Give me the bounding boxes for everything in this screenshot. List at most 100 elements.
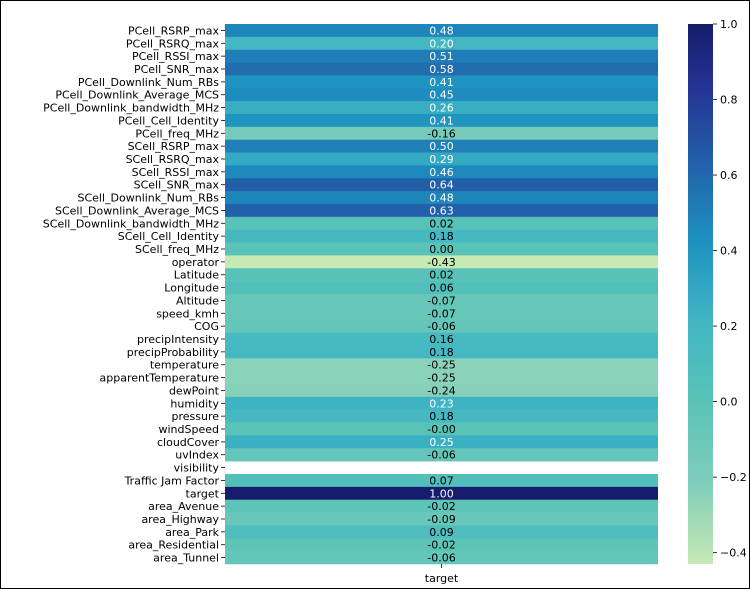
y-tick-label-pcell-downlink-average-mcs: PCell_Downlink_Average_MCS — [55, 89, 219, 102]
heatmap-cell-latitude — [225, 268, 658, 282]
heatmap-cell-cog — [225, 319, 658, 333]
y-tick-label-scell-downlink-num-rbs: SCell_Downlink_Num_RBs — [77, 192, 219, 205]
y-tick-label-dewpoint: dewPoint — [169, 384, 220, 397]
y-tick-label-longitude: Longitude — [164, 282, 219, 295]
cell-value-pcell-rsrp-max: 0.48 — [429, 24, 454, 37]
cell-value-scell-rsrq-max: 0.29 — [429, 153, 454, 166]
y-tick-label-pcell-freq-mhz: PCell_freq_MHz — [135, 127, 219, 140]
x-axis: target — [425, 564, 459, 585]
heatmap-cell-pcell-rsrq-max — [225, 36, 658, 51]
heatmap-cell-speed-kmh — [225, 306, 658, 321]
heatmap-cell-scell-downlink-average-mcs — [225, 204, 658, 218]
heatmap-cells — [225, 24, 658, 565]
heatmap-cell-precipintensity — [225, 332, 658, 346]
cell-value-cloudcover: 0.25 — [429, 436, 454, 449]
y-tick-label-speed-kmh: speed_kmh — [156, 307, 219, 320]
cell-value-altitude: -0.07 — [427, 294, 455, 307]
y-tick-label-area-avenue: area_Avenue — [148, 500, 219, 513]
y-tick-label-cloudcover: cloudCover — [157, 436, 219, 449]
heatmap-cell-scell-downlink-num-rbs — [225, 191, 658, 205]
cell-value-pcell-rsrq-max: 0.20 — [429, 37, 454, 50]
colorbar-tick-label-1: 0.8 — [720, 94, 738, 107]
colorbar-ticks: 1.0 0.8 0.6 0.4 0.2 0.0 −0.2 −0.4 — [713, 18, 747, 560]
y-tick-label-pcell-downlink-bandwidth-mhz: PCell_Downlink_bandwidth_MHz — [43, 102, 219, 115]
heatmap-cell-apparenttemperature — [225, 371, 658, 385]
cell-value-operator: -0.43 — [427, 256, 455, 269]
y-tick-label-scell-snr-max: SCell_SNR_max — [134, 179, 220, 192]
heatmap-cell-dewpoint — [225, 384, 658, 398]
y-tick-label-visibility: visibility — [174, 462, 220, 475]
cell-value-apparenttemperature: -0.25 — [427, 372, 455, 385]
cell-value-longitude: 0.06 — [429, 282, 454, 295]
heatmap-cell-uvindex — [225, 448, 658, 462]
y-tick-label-altitude: Altitude — [176, 294, 219, 307]
heatmap-cell-pcell-cell-identity — [225, 114, 658, 128]
colorbar-tick-label-6: −0.2 — [720, 471, 747, 484]
cell-value-scell-rssi-max: 0.46 — [429, 166, 454, 179]
heatmap-cell-pcell-freq-mhz — [225, 126, 658, 141]
y-tick-label-area-tunnel: area_Tunnel — [153, 552, 219, 565]
y-tick-label-scell-downlink-average-mcs: SCell_Downlink_Average_MCS — [55, 204, 219, 217]
heatmap-cell-area-avenue — [225, 499, 658, 513]
cell-value-pressure: 0.18 — [429, 410, 454, 423]
cell-value-pcell-downlink-num-rbs: 0.41 — [429, 76, 454, 89]
cell-value-pcell-cell-identity: 0.41 — [429, 114, 454, 127]
cell-value-scell-freq-mhz: 0.00 — [429, 243, 454, 256]
y-tick-label-scell-downlink-bandwidth-mhz: SCell_Downlink_bandwidth_MHz — [43, 217, 219, 230]
heatmap-cell-temperature — [225, 358, 658, 372]
y-tick-label-temperature: temperature — [150, 359, 219, 372]
cell-value-traffic-jam-factor: 0.07 — [429, 474, 454, 487]
y-tick-label-latitude: Latitude — [174, 269, 220, 282]
cell-value-area-residential: -0.02 — [427, 539, 455, 552]
colorbar-tick-label-7: −0.4 — [720, 547, 747, 560]
cell-value-scell-snr-max: 0.64 — [429, 179, 454, 192]
cell-value-uvindex: -0.06 — [427, 449, 455, 462]
y-tick-label-humidity: humidity — [170, 397, 219, 410]
y-tick-label-scell-cell-identity: SCell_Cell_Identity — [118, 230, 220, 243]
y-tick-label-pcell-rsrp-max: PCell_RSRP_max — [128, 24, 220, 37]
y-tick-label-target: target — [186, 487, 220, 500]
y-tick-label-operator: operator — [172, 256, 220, 269]
heatmap-cell-area-tunnel — [225, 551, 658, 565]
heatmap-cell-labels: 0.480.200.510.580.410.450.260.41-0.160.5… — [427, 24, 455, 564]
heatmap-cell-pcell-downlink-bandwidth-mhz — [225, 101, 658, 115]
colorbar-gradient — [688, 24, 713, 564]
cell-value-precipprobability: 0.18 — [429, 346, 454, 359]
colorbar-tick-label-0: 1.0 — [720, 18, 738, 31]
y-tick-label-pcell-snr-max: PCell_SNR_max — [134, 63, 220, 76]
cell-value-latitude: 0.02 — [429, 269, 454, 282]
y-tick-label-windspeed: windSpeed — [159, 423, 220, 436]
heatmap-cell-pcell-downlink-num-rbs — [225, 75, 658, 89]
heatmap-cell-pcell-snr-max — [225, 62, 658, 76]
y-tick-label-apparenttemperature: apparentTemperature — [100, 372, 220, 385]
colorbar: 1.0 0.8 0.6 0.4 0.2 0.0 −0.2 −0.4 — [688, 18, 747, 564]
cell-value-humidity: 0.23 — [429, 397, 454, 410]
heatmap-cell-area-residential — [225, 538, 658, 552]
y-tick-label-cog: COG — [194, 320, 219, 333]
y-tick-label-scell-freq-mhz: SCell_freq_MHz — [135, 243, 219, 256]
heatmap-cell-operator — [225, 255, 658, 269]
colorbar-tick-label-4: 0.2 — [720, 320, 738, 333]
y-axis-tick-labels: PCell_RSRP_maxPCell_RSRQ_maxPCell_RSSI_m… — [43, 24, 225, 565]
y-tick-label-scell-rsrq-max: SCell_RSRQ_max — [126, 153, 220, 166]
cell-value-pcell-freq-mhz: -0.16 — [427, 127, 455, 140]
heatmap-cell-scell-cell-identity — [225, 229, 658, 243]
heatmap-cell-area-park — [225, 525, 658, 539]
y-tick-label-traffic-jam-factor: Traffic Jam Factor — [124, 474, 220, 487]
cell-value-windspeed: -0.00 — [427, 423, 455, 436]
y-tick-label-uvindex: uvIndex — [175, 449, 219, 462]
heatmap-cell-pcell-rssi-max — [225, 49, 658, 63]
colorbar-tick-label-3: 0.4 — [720, 245, 738, 258]
cell-value-precipintensity: 0.16 — [429, 333, 454, 346]
cell-value-area-highway: -0.09 — [427, 513, 455, 526]
y-tick-label-pressure: pressure — [171, 410, 219, 423]
heatmap-cell-pcell-downlink-average-mcs — [225, 88, 658, 102]
cell-value-area-tunnel: -0.06 — [427, 552, 455, 565]
heatmap-cell-scell-rssi-max — [225, 165, 658, 179]
cell-value-pcell-downlink-average-mcs: 0.45 — [429, 89, 454, 102]
heatmap-cell-scell-rsrp-max — [225, 139, 658, 153]
y-tick-label-precipprobability: precipProbability — [127, 346, 220, 359]
cell-value-scell-rsrp-max: 0.50 — [429, 140, 454, 153]
y-tick-label-pcell-cell-identity: PCell_Cell_Identity — [118, 114, 219, 127]
